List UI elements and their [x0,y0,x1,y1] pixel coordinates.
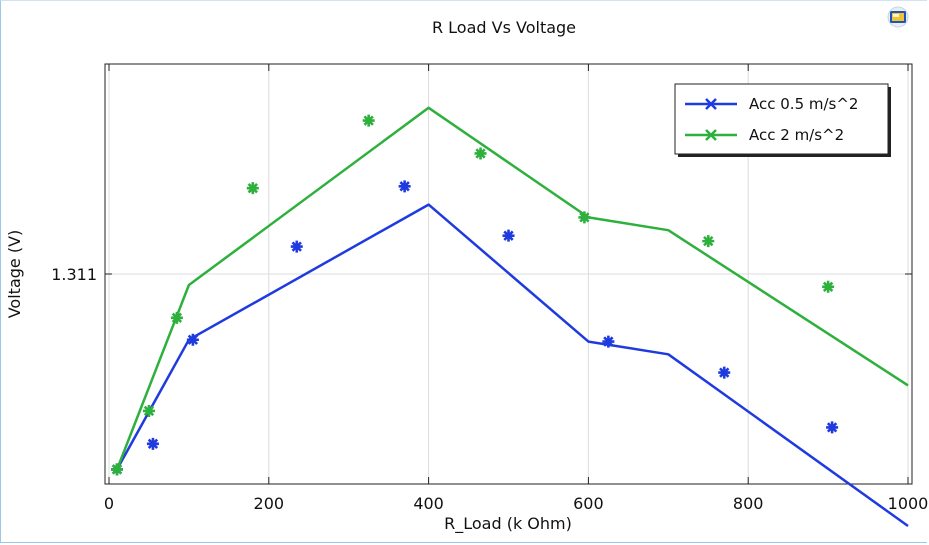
x-tick-label: 0 [104,494,114,513]
legend-box [674,83,889,155]
data-point-2 [578,211,591,224]
data-point-2 [246,182,259,195]
data-point-1 [718,366,731,379]
y-axis-label: Voltage (V) [5,230,24,319]
x-tick-label: 800 [733,494,764,513]
legend-label-2: Acc 2 m/s^2 [749,126,844,144]
x-tick-label: 400 [413,494,444,513]
data-point-1 [602,335,615,348]
data-point-2 [702,235,715,248]
series-line-1 [115,203,909,528]
app-logo-icon[interactable] [884,6,912,28]
data-point-1 [398,180,411,193]
data-point-2 [142,404,155,417]
series-line-2 [115,106,909,470]
data-point-2 [822,280,835,293]
data-point-1 [186,333,199,346]
axis-ticks: 0 200 400 600 800 1000 1.311 [51,64,928,513]
data-point-1 [290,240,303,253]
x-axis-label: R_Load (k Ohm) [444,514,572,534]
legend: Acc 0.5 m/s^2 Acc 2 m/s^2 [674,83,891,157]
data-point-1 [826,421,839,434]
x-tick-label: 1000 [888,494,929,513]
data-point-1 [146,437,159,450]
legend-marker-2 [705,129,717,141]
chart-title: R Load Vs Voltage [432,18,576,37]
data-point-2 [170,311,183,324]
series-layer [110,106,909,528]
data-point-2 [474,147,487,160]
x-tick-label: 600 [573,494,604,513]
data-point-1 [502,229,515,242]
x-tick-label: 200 [254,494,285,513]
y-tick-label: 1.311 [51,265,97,284]
legend-label-1: Acc 0.5 m/s^2 [749,95,858,113]
legend-marker-1 [705,98,717,110]
data-point-2 [110,463,123,476]
data-point-2 [362,114,375,127]
